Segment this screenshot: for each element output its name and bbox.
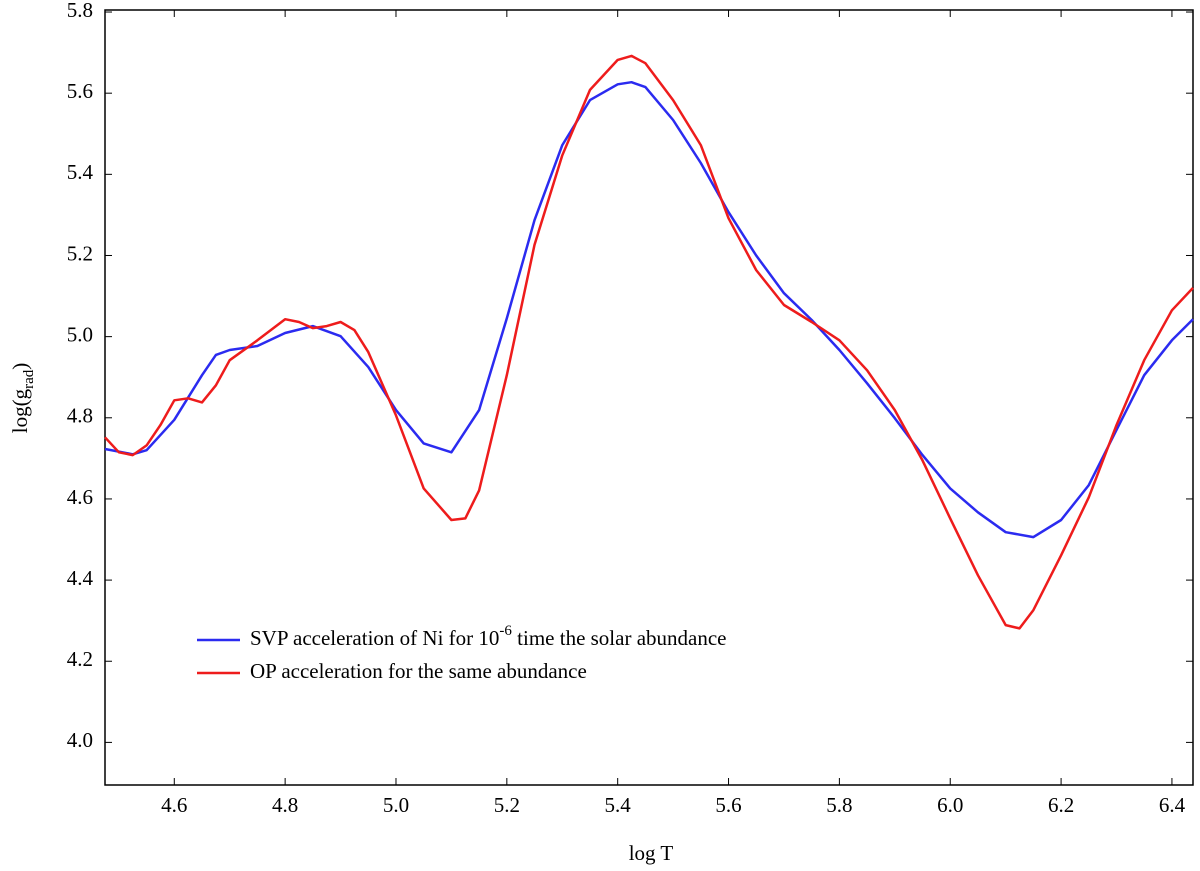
y-tick-label: 5.4 xyxy=(67,160,94,184)
text-part: OP acceleration for the same abundance xyxy=(250,659,587,683)
text-part: -6 xyxy=(499,623,512,639)
y-tick-label: 5.2 xyxy=(67,241,93,265)
x-tick-label: 6.4 xyxy=(1159,793,1186,817)
y-tick-label: 5.8 xyxy=(67,0,93,22)
text-part: log(g xyxy=(8,388,32,433)
y-tick-label: 4.8 xyxy=(67,404,93,428)
x-tick-label: 4.6 xyxy=(161,793,187,817)
text-part: SVP acceleration of Ni for 10 xyxy=(250,626,499,650)
x-tick-label: 4.8 xyxy=(272,793,298,817)
text-part: rad xyxy=(21,369,37,389)
y-axis-label: log(grad) xyxy=(8,363,38,433)
x-tick-label: 5.4 xyxy=(605,793,632,817)
series-line xyxy=(104,80,1194,539)
x-axis-label: log T xyxy=(629,841,674,865)
y-tick-label: 4.2 xyxy=(67,647,93,671)
x-tick-label: 5.0 xyxy=(383,793,409,817)
y-tick-label: 5.0 xyxy=(67,322,93,346)
text-part: ) xyxy=(8,363,32,370)
text-part: time the solar abundance xyxy=(512,626,727,650)
x-tick-label: 5.8 xyxy=(826,793,852,817)
legend-label: SVP acceleration of Ni for 10-6 time the… xyxy=(250,623,727,649)
plot-frame xyxy=(104,9,1194,786)
x-tick-label: 5.2 xyxy=(494,793,520,817)
y-tick-label: 5.6 xyxy=(67,79,93,103)
y-tick-label: 4.4 xyxy=(67,566,94,590)
x-tick-label: 6.2 xyxy=(1048,793,1074,817)
y-tick-label: 4.0 xyxy=(67,728,93,752)
x-tick-label: 6.0 xyxy=(937,793,963,817)
series-line xyxy=(104,54,1194,630)
legend-label: OP acceleration for the same abundance xyxy=(250,659,587,683)
y-tick-label: 4.6 xyxy=(67,485,93,509)
x-tick-label: 5.6 xyxy=(715,793,741,817)
